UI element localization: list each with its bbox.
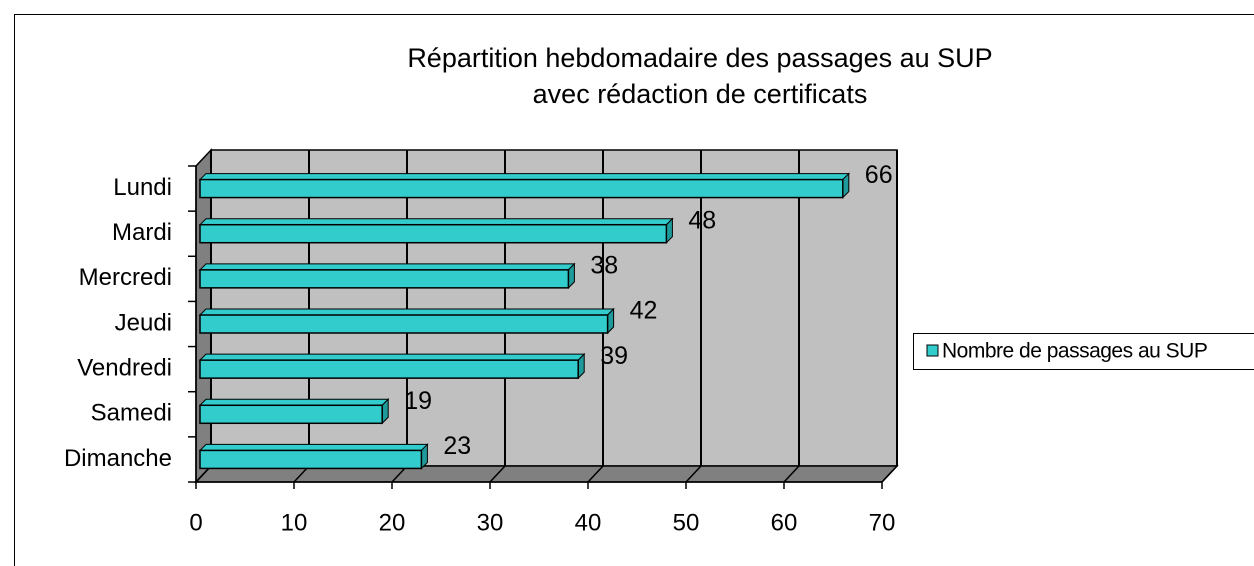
bar-top	[198, 443, 429, 451]
chart-title: avec rédaction de certificats	[533, 79, 868, 109]
y-tick-label: Jeudi	[115, 309, 172, 336]
bar-top	[198, 308, 615, 316]
bar	[199, 404, 383, 425]
grid-line	[685, 465, 702, 483]
grid-line	[881, 465, 898, 483]
bar-top	[198, 398, 390, 406]
grid-line	[489, 465, 506, 483]
value-label: 42	[630, 297, 658, 325]
value-label: 23	[443, 432, 471, 460]
legend-box	[913, 333, 1254, 370]
bar	[199, 314, 609, 334]
y-tick-label: Dimanche	[64, 445, 172, 472]
bar-top	[198, 353, 586, 361]
x-tick-label: 40	[575, 509, 602, 536]
x-tick-label: 10	[281, 509, 308, 536]
x-tick-label: 70	[869, 509, 896, 536]
value-label: 48	[688, 206, 716, 234]
value-label: 38	[590, 251, 618, 279]
x-tick-label: 20	[379, 509, 406, 536]
bar	[199, 449, 423, 470]
value-label: 39	[600, 342, 628, 370]
y-tick-label: Samedi	[91, 400, 172, 427]
y-tick-label: Mercredi	[79, 264, 172, 291]
y-tick-label: Vendredi	[77, 354, 172, 381]
grid-line	[783, 465, 800, 483]
x-tick-label: 0	[189, 509, 202, 536]
bar-top	[198, 173, 851, 181]
bar	[199, 223, 668, 244]
value-label: 19	[404, 387, 432, 415]
bar	[199, 359, 579, 379]
legend-label: Nombre de passages au SUP	[942, 340, 1207, 363]
y-tick-label: Lundi	[113, 174, 172, 201]
x-tick-label: 30	[477, 509, 504, 536]
grid-line	[587, 465, 604, 483]
legend-key	[926, 344, 939, 357]
y-tick-label: Mardi	[112, 219, 172, 246]
bar-top	[198, 218, 674, 226]
x-tick-label: 60	[771, 509, 798, 536]
bar-top	[198, 263, 576, 271]
bar	[199, 178, 844, 199]
x-tick-label: 50	[673, 509, 700, 536]
chart-title: Répartition hebdomadaire des passages au…	[407, 43, 992, 73]
bar	[199, 269, 570, 289]
value-label: 66	[865, 161, 893, 189]
